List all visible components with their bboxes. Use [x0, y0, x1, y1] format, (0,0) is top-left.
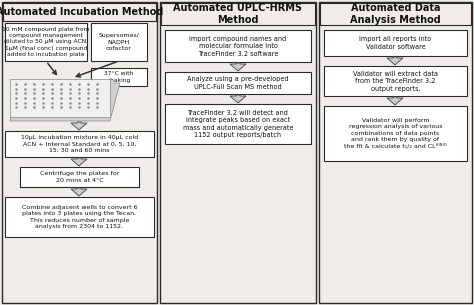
FancyBboxPatch shape: [160, 2, 316, 303]
Text: Analyze using a pre-developed
UPLC-Full Scan MS method: Analyze using a pre-developed UPLC-Full …: [187, 76, 289, 90]
FancyBboxPatch shape: [165, 72, 311, 94]
FancyBboxPatch shape: [320, 3, 471, 25]
Polygon shape: [387, 97, 403, 105]
FancyBboxPatch shape: [5, 131, 154, 157]
FancyBboxPatch shape: [324, 106, 467, 161]
FancyBboxPatch shape: [2, 2, 157, 303]
Text: Import all reports into
Validator software: Import all reports into Validator softwa…: [359, 36, 432, 50]
FancyBboxPatch shape: [91, 23, 147, 61]
Polygon shape: [71, 158, 87, 166]
FancyBboxPatch shape: [5, 197, 154, 237]
Text: Automated Incubation Method: Automated Incubation Method: [0, 7, 163, 17]
FancyBboxPatch shape: [91, 68, 147, 86]
Text: Automated UPLC-HRMS
Method: Automated UPLC-HRMS Method: [173, 3, 302, 25]
Polygon shape: [71, 122, 87, 130]
FancyBboxPatch shape: [161, 3, 315, 25]
FancyBboxPatch shape: [165, 30, 311, 62]
Text: Validator will perform
regression analysis of various
combinations of data point: Validator will perform regression analys…: [344, 118, 447, 149]
Polygon shape: [387, 57, 403, 65]
FancyBboxPatch shape: [165, 104, 311, 144]
Polygon shape: [10, 83, 120, 121]
Text: TraceFinder 3.2 will detect and
integrate peaks based on exact
mass and automati: TraceFinder 3.2 will detect and integrat…: [183, 110, 293, 138]
Text: 10μL incubation mixture in 40μL cold
ACN + Internal Standard at 0, 5, 10,
15, 30: 10μL incubation mixture in 40μL cold ACN…: [21, 135, 138, 153]
FancyBboxPatch shape: [319, 2, 472, 303]
Text: Validator will extract data
from the TraceFinder 3.2
output reports.: Validator will extract data from the Tra…: [353, 70, 438, 92]
Text: Import compound names and
molecular formulae into
TraceFinder 3.2 software: Import compound names and molecular form…: [190, 35, 287, 56]
Polygon shape: [10, 79, 110, 117]
Text: Supersomes/
NADPH
cofactor: Supersomes/ NADPH cofactor: [99, 33, 139, 51]
FancyBboxPatch shape: [5, 23, 87, 61]
FancyBboxPatch shape: [20, 167, 139, 187]
FancyBboxPatch shape: [324, 30, 467, 56]
Polygon shape: [230, 95, 246, 103]
FancyBboxPatch shape: [324, 66, 467, 96]
Text: 37°C with
shaking: 37°C with shaking: [104, 71, 134, 83]
Text: Automated Data
Analysis Method: Automated Data Analysis Method: [350, 3, 441, 25]
Polygon shape: [71, 188, 87, 196]
Text: Combine adjacent wells to convert 6
plates into 3 plates using the Tecan.
This r: Combine adjacent wells to convert 6 plat…: [22, 205, 137, 229]
Text: Centrifuge the plates for
20 mins at 4°C: Centrifuge the plates for 20 mins at 4°C: [40, 171, 119, 183]
Polygon shape: [230, 63, 246, 71]
Text: 10 mM compound plate from
compound management
diluted to 50 μM using ACN.
1μM (f: 10 mM compound plate from compound manag…: [2, 27, 90, 57]
FancyBboxPatch shape: [3, 3, 156, 21]
